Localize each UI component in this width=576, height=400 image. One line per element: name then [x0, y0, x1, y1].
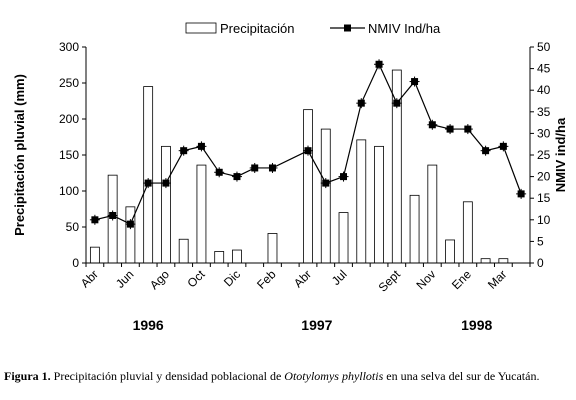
x-tick-label: Ene: [449, 267, 474, 292]
year-label: 1998: [461, 317, 492, 333]
y-axis-title-left: Precipitación pluvial (mm): [12, 74, 27, 236]
x-tick-label: Abr: [291, 267, 314, 290]
y-tick-label-right: 20: [537, 170, 551, 184]
y-tick-label-left: 200: [59, 112, 79, 126]
precipitation-bar: [320, 128, 331, 264]
year-label: 1997: [301, 317, 332, 333]
precipitation-bar: [374, 145, 384, 264]
precipitation-bar: [143, 86, 154, 264]
precipitation-bar: [338, 212, 349, 264]
precipitation-bar: [267, 233, 278, 264]
x-tick-label: Mar: [485, 267, 510, 292]
x-tick-label: Sept: [376, 267, 404, 295]
precipitation-bar: [498, 258, 509, 264]
y-tick-label-right: 50: [537, 40, 551, 54]
legend-label: NMIV Ind/ha: [368, 21, 441, 36]
y-tick-label-left: 300: [59, 40, 79, 54]
caption-species: Ototylomys phyllotis: [284, 369, 384, 383]
y-tick-label-right: 15: [537, 191, 551, 205]
legend-marker: [344, 24, 351, 32]
legend-bar-swatch: [185, 22, 217, 34]
precipitation-bar: [427, 164, 438, 264]
precipitation-bar: [178, 238, 189, 264]
y-tick-label-right: 30: [537, 126, 551, 140]
chart-area: 0 50 100 150 200 250 300 0 5 10 15 20 25 30 35 40 45 50 Ab…: [12, 21, 568, 333]
precipitation-bar: [356, 139, 367, 264]
x-tick-label: Nov: [413, 267, 438, 292]
precipitation-bar: [125, 206, 136, 264]
x-tick-label: Abr: [78, 267, 101, 290]
precipitation-bar: [480, 258, 491, 264]
y-tick-label-left: 250: [59, 76, 79, 90]
y-tick-label-right: 0: [537, 256, 544, 270]
x-tick-label: Dic: [221, 267, 243, 289]
x-tick-label: Jun: [113, 267, 137, 291]
figure-caption: Figura 1. Precipitación pluvial y densid…: [4, 369, 572, 383]
legend-label: Precipitación: [220, 21, 294, 36]
caption-text-2: en una selva del sur de Yucatán.: [383, 369, 540, 383]
y-tick-label-right: 25: [537, 148, 551, 162]
precipitation-bar: [445, 239, 455, 264]
x-tick-label: Jul: [329, 267, 350, 288]
precipitation-bar: [89, 246, 100, 264]
precipitation-bar: [303, 109, 313, 264]
x-tick-label: Ago: [147, 267, 172, 292]
x-tick-label: Oct: [184, 267, 208, 291]
caption-label: Figura 1.: [4, 369, 51, 383]
y-tick-label-right: 45: [537, 62, 551, 76]
precipitation-bar: [232, 249, 242, 264]
y-tick-label-right: 35: [537, 105, 551, 119]
precipitation-bar: [409, 194, 420, 264]
caption-text-1: Precipitación pluvial y densidad poblaci…: [50, 369, 285, 383]
precipitation-bar: [196, 164, 207, 264]
y-axis-title-right: NMIV ind/ha: [553, 117, 568, 192]
precipitation-bar: [214, 251, 225, 264]
y-tick-label-right: 40: [537, 83, 551, 97]
y-tick-label-right: 10: [537, 213, 551, 227]
x-tick-label: Feb: [254, 267, 279, 292]
year-label: 1996: [133, 317, 164, 333]
precipitation-bar: [462, 201, 473, 264]
y-tick-label-left: 50: [66, 220, 80, 234]
y-tick-label-right: 5: [537, 234, 544, 248]
precipitation-bar: [161, 145, 171, 264]
y-tick-label-left: 0: [72, 256, 79, 270]
y-tick-label-left: 150: [59, 148, 79, 162]
y-tick-label-left: 100: [59, 184, 79, 198]
